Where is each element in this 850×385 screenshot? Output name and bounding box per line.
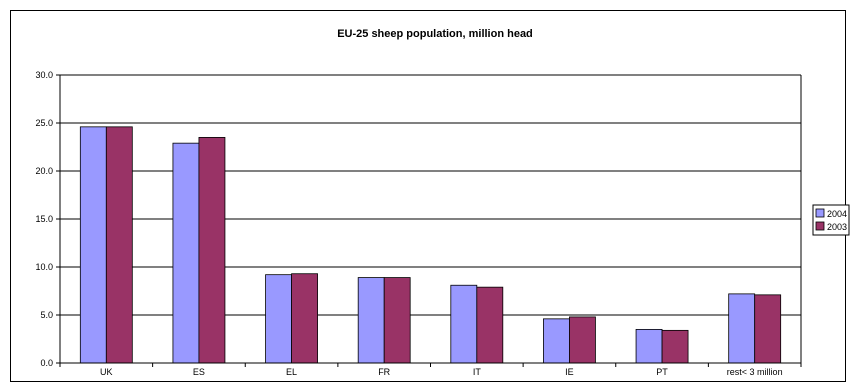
bar-2003-EL (291, 273, 318, 364)
axes (56, 74, 802, 367)
bars (79, 126, 782, 364)
y-tick-label: 30.0 (35, 70, 53, 80)
bar-2004-FR (357, 277, 385, 364)
legend: 2004 2003 (812, 204, 850, 236)
chart-title: EU-25 sheep population, million head (337, 28, 533, 40)
x-tick-label: IE (565, 367, 574, 377)
bar-2004-EL (265, 274, 292, 364)
bar-2004-rest-3-million (728, 293, 756, 364)
gridlines (60, 74, 801, 316)
y-tick-label: 20.0 (35, 166, 53, 176)
legend-swatch-2004 (815, 208, 825, 218)
bar-2003-IE (569, 316, 596, 364)
y-tick-label: 25.0 (35, 118, 53, 128)
bar-2004-ES (172, 142, 200, 364)
y-tick-labels: 0.0 5.0 10.0 15.0 20.0 25.0 30.0 (35, 70, 53, 368)
legend-swatch-2003 (815, 221, 825, 231)
legend-label-2004: 2004 (827, 209, 847, 219)
legend-label-2003: 2003 (827, 222, 847, 232)
bar-2003-rest-3-million (754, 294, 782, 364)
y-tick-label: 5.0 (40, 310, 53, 320)
bar-2004-IE (543, 318, 570, 364)
x-tick-label: PT (656, 367, 668, 377)
y-tick-label: 15.0 (35, 214, 53, 224)
x-tick-labels: UK ES EL FR IT IE PT rest< 3 million (100, 367, 783, 377)
bar-2004-UK (79, 126, 107, 364)
x-tick-label: UK (100, 367, 113, 377)
chart-frame (10, 10, 846, 382)
x-tick-label: ES (193, 367, 205, 377)
bar-2003-IT (476, 286, 504, 364)
y-tick-label: 10.0 (35, 262, 53, 272)
bar-2003-ES (198, 136, 226, 364)
x-tick-label: EL (286, 367, 297, 377)
bar-2004-IT (450, 284, 478, 364)
x-tick-label: IT (473, 367, 482, 377)
bar-2004-PT (635, 328, 663, 364)
bar-2003-PT (661, 329, 689, 364)
bar-2003-UK (105, 126, 133, 364)
x-tick-label: FR (378, 367, 390, 377)
y-tick-label: 0.0 (40, 358, 53, 368)
x-tick-label: rest< 3 million (727, 367, 783, 377)
bar-2003-FR (383, 277, 411, 364)
